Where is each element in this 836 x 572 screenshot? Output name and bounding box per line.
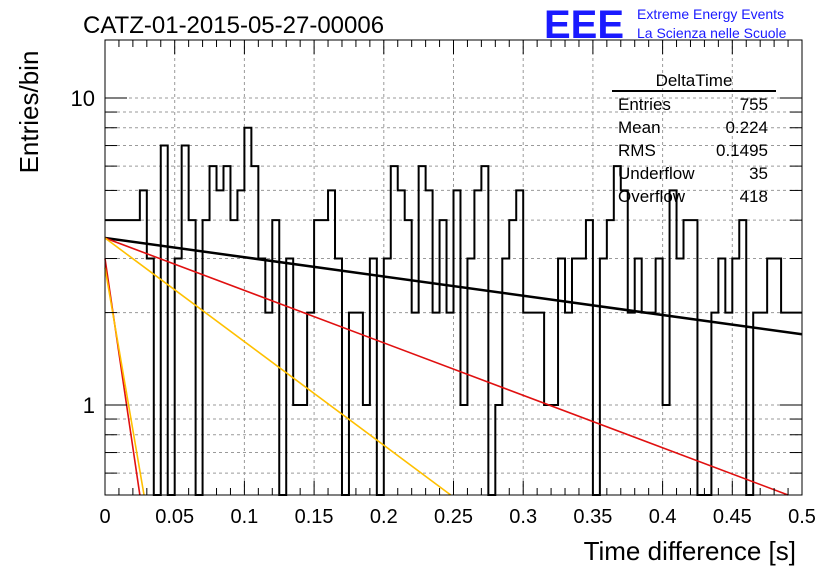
fit-line xyxy=(104,237,452,496)
x-axis-label: Time difference [s] xyxy=(584,536,796,566)
stats-label: RMS xyxy=(618,141,656,160)
stats-value: 755 xyxy=(740,95,768,114)
fit-line xyxy=(104,267,145,496)
tick-labels: 0 0.05 0.1 0.15 0.2 0.25 0.3 0.35 0.4 0.45 0.5 1 10 xyxy=(71,86,816,528)
stats-value: 35 xyxy=(749,164,768,183)
y-axis-label: Entries/bin xyxy=(14,51,44,174)
x-tick-label: 0.5 xyxy=(788,506,816,528)
x-tick-label: 0.3 xyxy=(509,506,537,528)
stats-title: DeltaTime xyxy=(656,71,733,90)
x-tick-label: 0.4 xyxy=(649,506,677,528)
axis-ticks xyxy=(104,40,803,495)
x-tick-label: 0.25 xyxy=(434,506,473,528)
fit-line xyxy=(104,236,803,336)
stats-value: 0.224 xyxy=(725,118,768,137)
x-tick-label: 0.15 xyxy=(295,506,334,528)
x-tick-label: 0.45 xyxy=(713,506,752,528)
stats-value: 0.1495 xyxy=(716,141,768,160)
chart-title: CATZ-01-2015-05-27-00006 xyxy=(83,12,384,39)
logo-line-1: Extreme Energy Events xyxy=(637,6,784,22)
stats-box: DeltaTime Entries 755 Mean 0.224 RMS 0.1… xyxy=(612,71,776,206)
fit-lines xyxy=(104,236,803,496)
y-tick-label: 10 xyxy=(71,86,95,111)
y-tick-label: 1 xyxy=(83,393,95,418)
stats-value: 418 xyxy=(740,187,768,206)
x-tick-label: 0.1 xyxy=(230,506,258,528)
fit-line xyxy=(104,237,789,496)
stats-label: Entries xyxy=(618,95,671,114)
stats-label: Mean xyxy=(618,118,661,137)
x-tick-label: 0.35 xyxy=(573,506,612,528)
x-tick-label: 0.2 xyxy=(370,506,398,528)
stats-label: Overflow xyxy=(618,187,686,206)
eee-logo-icon: EEE xyxy=(544,3,624,47)
logo-line-2: La Scienza nelle Scuole xyxy=(637,25,787,41)
x-tick-label: 0.05 xyxy=(155,506,194,528)
histogram-outline xyxy=(105,126,802,496)
histogram xyxy=(105,126,802,496)
stats-label: Underflow xyxy=(618,164,695,183)
x-tick-label: 0 xyxy=(99,506,110,528)
